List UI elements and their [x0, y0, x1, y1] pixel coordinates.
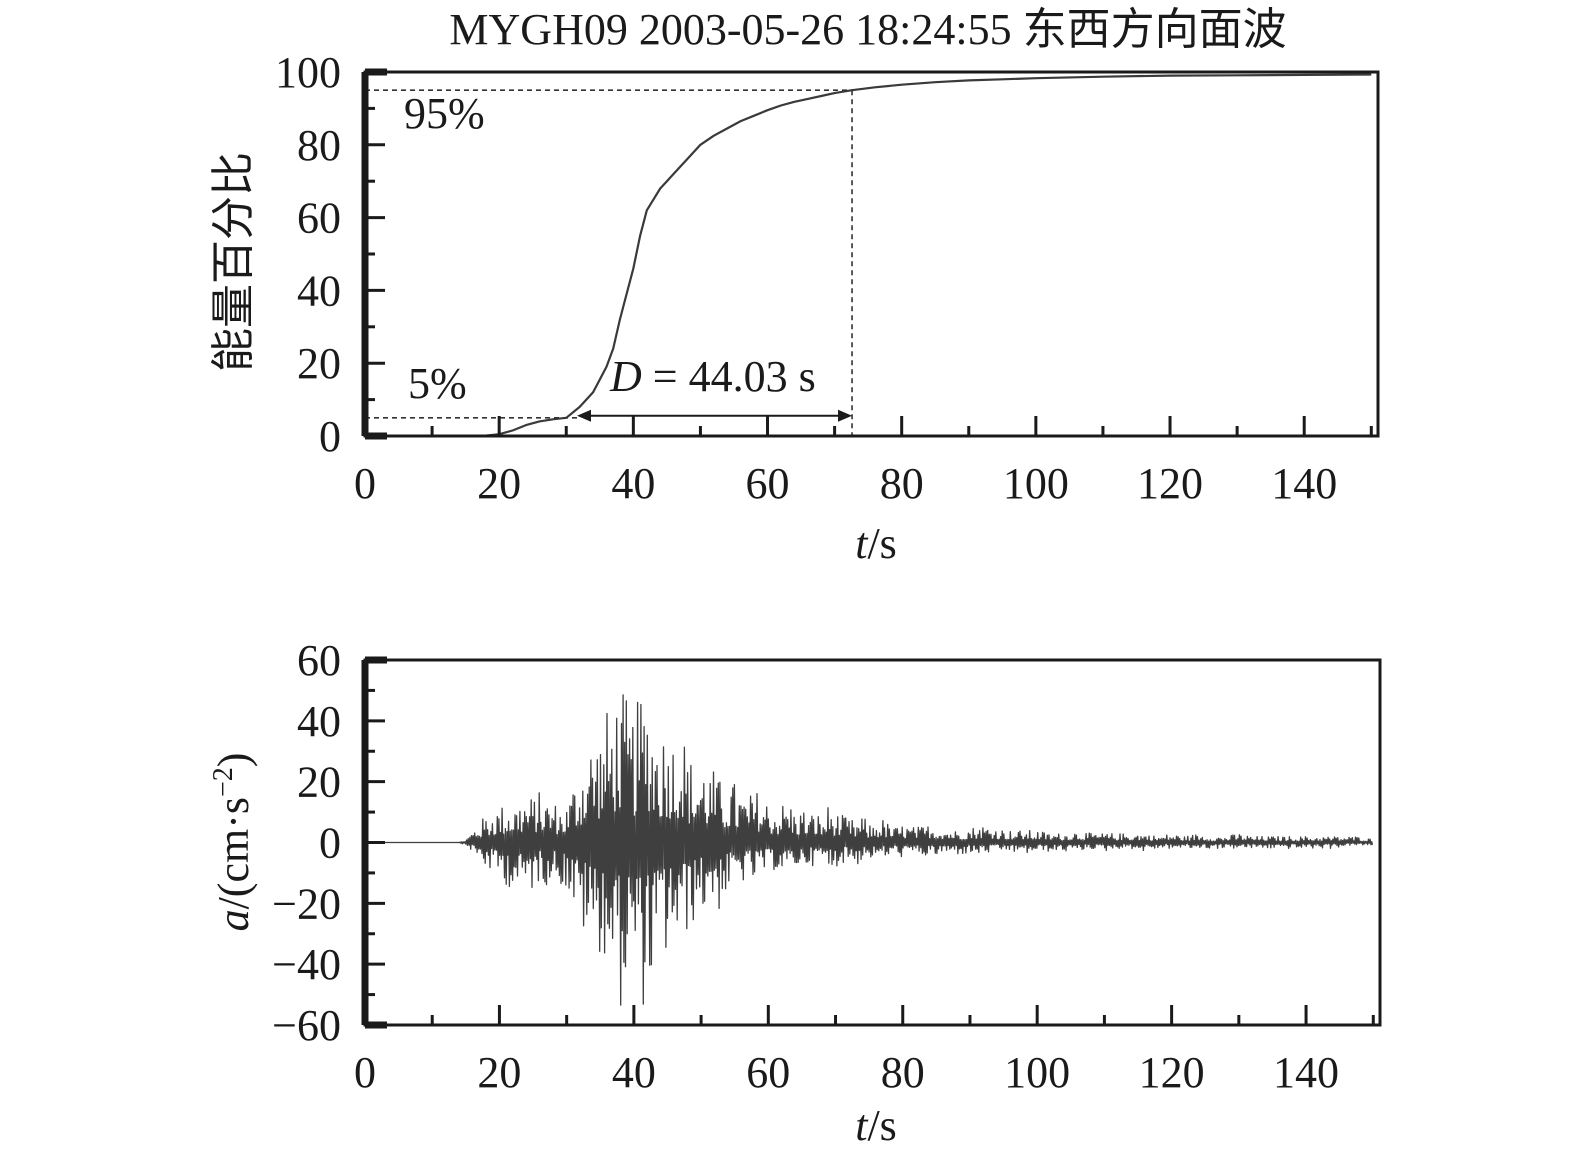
duration-arrow-head-left [576, 409, 591, 422]
energy-plot-frame [363, 70, 1380, 438]
accel-x-tick-label: 60 [746, 1048, 790, 1097]
energy-y-tick-label: 80 [297, 121, 341, 170]
energy-x-tick-label: 20 [477, 459, 521, 508]
acceleration-chart-marks [365, 694, 1374, 1006]
duration-value: = 44.03 s [642, 352, 816, 401]
accel-y-tick-label: −20 [272, 879, 341, 928]
accel-y-tick-label: 20 [297, 758, 341, 807]
energy-x-axis-unit: /s [867, 519, 896, 568]
accel-x-ticks: 0 20 40 60 80 100 120 140 [354, 1005, 1375, 1097]
energy-y-tick-label: 40 [297, 266, 341, 315]
duration-variable: D [609, 352, 642, 401]
acceleration-chart: −60 −40 −20 0 20 40 60 0 20 40 60 80 100 120 140 a/(c… [208, 636, 1382, 1150]
energy-x-tick-label: 0 [354, 459, 376, 508]
energy-x-tick-label: 100 [1003, 459, 1069, 508]
accel-x-axis-variable: t [855, 1101, 869, 1150]
accel-x-tick-label: 0 [354, 1048, 376, 1097]
accel-x-tick-label: 80 [881, 1048, 925, 1097]
energy-x-tick-label: 40 [611, 459, 655, 508]
acceleration-trace [365, 694, 1374, 1006]
accel-x-axis-unit: /s [867, 1101, 896, 1150]
annotation-5-percent: 5% [408, 359, 467, 408]
accel-y-tick-label: −40 [272, 940, 341, 989]
energy-x-tick-label: 60 [746, 459, 790, 508]
energy-y-tick-label: 20 [297, 339, 341, 388]
energy-x-axis-variable: t [855, 519, 869, 568]
energy-x-tick-label: 140 [1271, 459, 1337, 508]
accel-y-ticks: −60 −40 −20 0 20 40 60 [272, 636, 385, 1050]
accel-y-axis-label: a/(cm·s−2) [208, 753, 258, 932]
accel-y-axis-close: ) [209, 753, 258, 768]
accel-y-tick-label: 0 [319, 819, 341, 868]
accel-y-tick-label: −60 [272, 1001, 341, 1050]
energy-y-tick-label: 60 [297, 194, 341, 243]
accel-y-axis-exponent: −2 [208, 767, 239, 797]
accel-x-tick-label: 20 [477, 1048, 521, 1097]
energy-y-ticks: 0 20 40 60 80 100 [275, 48, 385, 461]
energy-curve [365, 73, 1372, 438]
energy-x-ticks: 0 20 40 60 80 100 120 140 [354, 416, 1373, 508]
energy-y-tick-label: 100 [275, 48, 341, 97]
energy-x-tick-label: 80 [880, 459, 924, 508]
accel-x-tick-label: 120 [1139, 1048, 1205, 1097]
energy-y-axis-label: 能量百分比 [209, 152, 258, 372]
energy-x-tick-label: 120 [1137, 459, 1203, 508]
energy-chart-marks [365, 73, 1372, 438]
energy-x-axis-label: t/s [855, 519, 897, 568]
annotation-95-percent: 95% [404, 89, 485, 138]
energy-y-tick-label: 0 [319, 412, 341, 461]
annotation-duration: D = 44.03 s [609, 352, 816, 401]
chart-title: MYGH09 2003-05-26 18:24:55 东西方向面波 [449, 5, 1286, 54]
accel-x-axis-label: t/s [855, 1101, 897, 1150]
accel-y-axis-variable: a [209, 909, 258, 931]
accel-y-axis-unit: /(cm·s [209, 797, 258, 909]
accel-y-tick-label: 40 [297, 697, 341, 746]
accel-x-tick-label: 100 [1004, 1048, 1070, 1097]
accel-x-tick-label: 40 [612, 1048, 656, 1097]
accel-x-tick-label: 140 [1273, 1048, 1339, 1097]
accel-y-tick-label: 60 [297, 636, 341, 685]
duration-arrow-head-right [838, 409, 853, 422]
energy-chart: MYGH09 2003-05-26 18:24:55 东西方向面波 0 20 40 6… [209, 5, 1380, 568]
